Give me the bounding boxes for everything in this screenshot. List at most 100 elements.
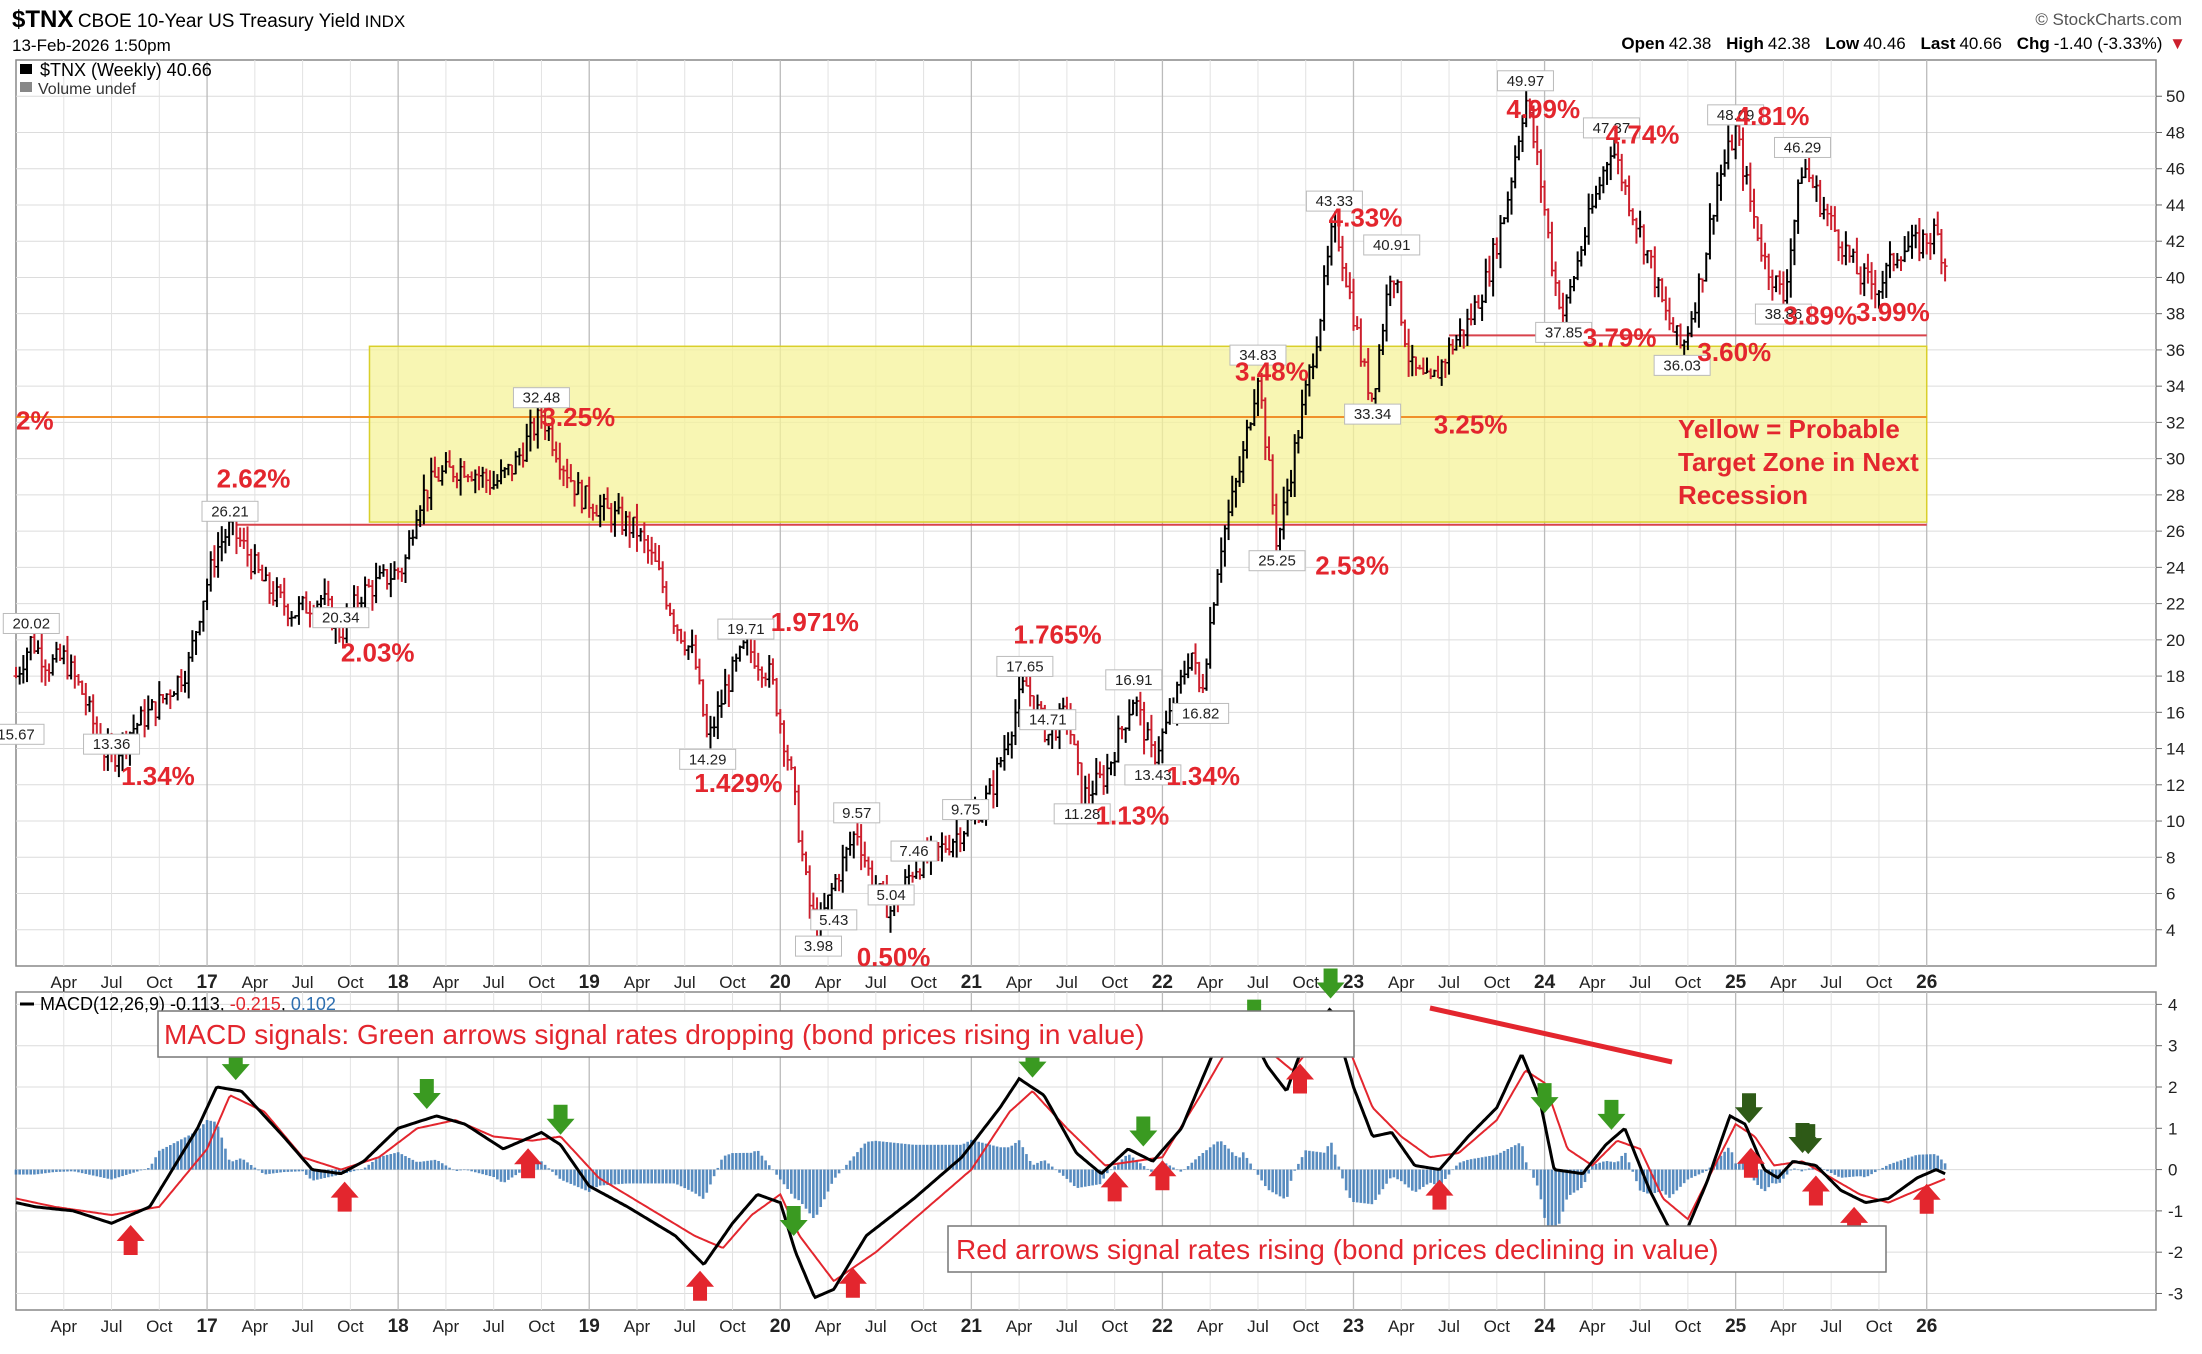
macd-x-tick-label: Jul [483,1317,505,1336]
x-tick-label: 17 [197,972,218,993]
macd-hist-bar [1245,1157,1249,1170]
macd-hist-bar [246,1162,249,1170]
macd-hist-bar [1407,1169,1410,1188]
macd-y-tick-label: 1 [2168,1119,2177,1138]
macd-hist-bar [1377,1169,1381,1195]
macd-hist-bar [793,1169,797,1199]
x-tick-label: Apr [815,973,842,992]
macd-hist-bar [1065,1169,1069,1179]
macd-hist-bar [1495,1154,1499,1170]
low-label: Low [1825,34,1860,53]
macd-hist-bar [481,1169,484,1175]
macd-hist-bar [767,1165,771,1170]
macd-hist-bar [29,1169,32,1175]
price-y-tick-label: 42 [2166,232,2185,251]
macd-hist-bar [1414,1169,1418,1192]
macd-hist-bar [135,1169,139,1172]
macd-hist-bar [1679,1169,1682,1187]
macd-hist-bar [830,1169,834,1184]
price-label-box [1344,403,1402,425]
macd-hist-bar [187,1135,190,1170]
macd-hist-bar [1877,1169,1881,1171]
ohlc-readout: Open 42.38 High 42.38 Low 40.46 Last 40.66 C… [1621,34,2186,54]
macd-callout-1: MACD signals: Green arrows signal rates … [157,1010,1355,1058]
macd-hist-bar [705,1169,709,1193]
percent-label: 4.81% [1736,101,1810,131]
price-y-tick-label: 22 [2166,595,2185,614]
percent-label: 3.25% [541,402,615,432]
macd-hist-bar [859,1147,863,1170]
x-tick-label: Oct [1866,973,1893,992]
percent-label: 2% [16,406,54,436]
macd-hist-bar [745,1152,749,1170]
macd-hist-bar [1319,1152,1322,1170]
price-label: 40.91 [1373,237,1411,254]
macd-hist-bar [896,1143,900,1170]
price-y-tick-label: 44 [2166,196,2185,215]
macd-divergence-line [1429,1005,1673,1065]
macd-hist-bar [1657,1169,1660,1193]
macd-y-tick-label: 4 [2168,995,2177,1014]
macd-hist-bar [841,1169,845,1170]
macd-hist-bar [51,1169,55,1173]
percent-label: 3.79% [1583,322,1657,352]
red-arrow [1801,1175,1830,1206]
price-label: 48.09 [1717,107,1755,124]
macd-hist-bar [389,1154,393,1170]
x-tick-label: Jul [1247,973,1269,992]
macd-hist-bar [1028,1160,1032,1170]
macd-hist-bar [1006,1147,1010,1170]
x-tick-label: 18 [388,972,409,993]
macd-hist-bar [852,1156,856,1170]
macd-hist-bar [1491,1155,1495,1170]
macd-panel-frame [15,991,2157,1311]
x-tick-label: Oct [719,973,746,992]
macd-hist-bar [1039,1161,1043,1170]
red-arrow [1100,1171,1129,1202]
macd-hist-bar [404,1156,407,1170]
x-tick-label: Apr [1579,973,1606,992]
macd-hist-bar [1837,1169,1840,1177]
macd-hist-bar [312,1169,315,1181]
macd-hist-bar [448,1167,451,1170]
macd-hist-bar [661,1169,665,1184]
price-label-box [2,612,60,634]
macd-hist-bar [1929,1154,1932,1170]
macd-hist-bar [914,1144,918,1170]
macd-hist-bar [1175,1169,1179,1171]
macd-hist-bar [1047,1163,1050,1170]
macd-hist-bar [1249,1163,1252,1170]
macd-hist-bar [1921,1154,1925,1170]
macd-hist-bar [742,1152,745,1170]
x-tick-label: 24 [1534,972,1556,993]
macd-hist-bar [1311,1151,1315,1170]
price-label: 34.83 [1239,347,1277,364]
macd-hist-bar [1793,1168,1796,1170]
last-label: Last [1920,34,1956,53]
macd-hist-bar [764,1160,767,1170]
macd-hist-bar [290,1169,293,1172]
last-value: 40.66 [1959,34,2002,53]
macd-hist-bar [477,1169,481,1174]
price-y-tick-label: 12 [2166,776,2185,795]
macd-hist-bar [44,1169,47,1174]
price-label-box [0,723,45,745]
macd-callout-2: Red arrows signal rates rising (bond pri… [947,1225,1887,1273]
macd-hist-bar [1499,1152,1502,1170]
macd-hist-bar [183,1137,187,1170]
macd-hist-bar [797,1169,800,1201]
macd-hist-bar [1032,1164,1036,1170]
macd-x-tick-label: Oct [337,1317,364,1336]
macd-hist-bar [1469,1159,1473,1170]
macd-hist-bar [867,1141,870,1170]
macd-hist-bar [1440,1169,1443,1184]
macd-hist-bar [1840,1169,1844,1178]
percent-label: 1.34% [121,761,195,791]
macd-hist-bar [113,1169,117,1179]
macd-hist-bar [620,1169,624,1184]
price-label: 38.86 [1765,306,1803,323]
legend-macd-sep1: , [220,994,230,1014]
macd-hist-bar [418,1161,422,1170]
macd-hist-bar [1708,1167,1712,1170]
macd-hist-bar [889,1142,892,1170]
